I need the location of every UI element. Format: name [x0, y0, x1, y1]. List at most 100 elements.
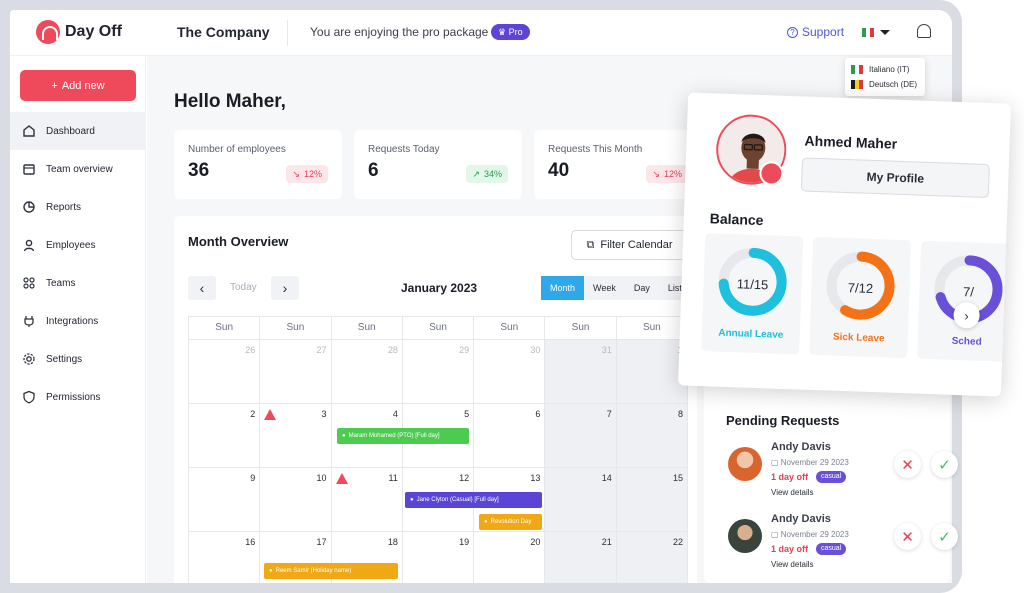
tab-week[interactable]: Week [593, 283, 616, 293]
day-cell[interactable]: 29 [402, 340, 475, 404]
day-cell[interactable]: 19 [403, 532, 475, 583]
trend-badge: ↘ 12% [286, 165, 328, 183]
day-cell[interactable]: 9 [189, 468, 261, 532]
reject-button[interactable]: ✕ [894, 451, 921, 478]
day-cell[interactable]: 27 [260, 340, 332, 404]
add-new-button[interactable]: + Add new [20, 70, 136, 101]
day-cell[interactable]: 8 [616, 404, 688, 468]
bell-icon[interactable] [917, 24, 931, 38]
reject-button[interactable]: ✕ [894, 523, 921, 550]
close-icon: ✕ [901, 456, 914, 474]
sidebar-item-settings[interactable]: Settings [10, 340, 146, 378]
day-cell[interactable]: 5 [402, 404, 475, 468]
tab-month[interactable]: Month [541, 276, 585, 300]
filter-calendar-button[interactable]: ⧉ Filter Calendar [571, 230, 688, 260]
support-link[interactable]: ? Support [787, 25, 844, 39]
day-cell[interactable]: 1 [616, 340, 688, 404]
sidebar-item-label: Settings [46, 353, 83, 365]
page-greeting: Hello Maher, [174, 91, 286, 112]
weekday-label: Sun [189, 317, 261, 339]
trend-value: 12% [663, 169, 682, 179]
support-label: Support [802, 25, 845, 39]
day-cell[interactable]: 14 [545, 468, 617, 532]
day-number: 5 [464, 409, 470, 419]
stat-card-requests-month: Requests This Month 40 ↘ 12% [534, 130, 702, 199]
day-cell[interactable]: 31 [545, 340, 617, 404]
warning-icon [335, 473, 348, 484]
calendar-icon: ▢ [771, 458, 781, 467]
today-button[interactable]: Today [230, 282, 257, 293]
language-label: Deutsch (DE) [869, 80, 918, 89]
day-number: 11 [388, 473, 398, 483]
chevron-down-icon[interactable] [880, 30, 890, 35]
request-date-text: November 29 2023 [780, 458, 849, 467]
balance-label: Annual Leave [718, 327, 784, 341]
day-cell[interactable]: 17 [260, 532, 332, 583]
weekday-label: Sun [332, 317, 403, 339]
day-cell[interactable]: 16 [189, 532, 261, 583]
approve-button[interactable]: ✓ [931, 451, 958, 478]
approve-button[interactable]: ✓ [931, 523, 958, 550]
chevron-right-icon: › [964, 307, 970, 323]
next-month-button[interactable]: › [271, 276, 299, 300]
gear-icon [22, 352, 36, 366]
app-logo[interactable]: Day Off [36, 20, 122, 44]
calendar-event[interactable]: Revolution Day [479, 514, 542, 530]
day-number: 19 [459, 537, 470, 547]
day-cell[interactable]: 21 [545, 532, 617, 583]
day-number: 3 [321, 409, 327, 419]
day-cell[interactable]: 6 [474, 404, 546, 468]
day-cell[interactable]: 2 [189, 404, 261, 468]
sidebar-item-permissions[interactable]: Permissions [10, 378, 146, 416]
view-details-link[interactable]: View details [771, 488, 814, 497]
weekday-label: Sun [260, 317, 332, 339]
my-profile-button[interactable]: My Profile [800, 157, 990, 199]
help-icon: ? [787, 26, 798, 38]
camera-icon[interactable] [759, 160, 784, 186]
sidebar-item-integrations[interactable]: Integrations [10, 302, 146, 340]
day-cell[interactable]: 30 [474, 340, 546, 404]
request-duration: 1 day off [771, 544, 809, 554]
day-number: 2 [250, 409, 256, 419]
day-cell[interactable]: 18 [332, 532, 403, 583]
day-cell[interactable]: 22 [616, 532, 688, 583]
profile-popup: Ahmed Maher My Profile Balance 11/15 Ann… [677, 92, 1012, 397]
calendar-event[interactable]: Jane Clyton (Casual) [Full day] [405, 492, 542, 508]
sidebar-item-team-overview[interactable]: Team overview [10, 150, 146, 188]
view-tabs: Month Week Day List [541, 276, 691, 300]
trend-value: 34% [483, 169, 502, 179]
day-cell[interactable]: 10 [260, 468, 332, 532]
language-option-italian[interactable]: Italiano (IT) [845, 62, 925, 77]
day-cell[interactable]: 3 [260, 404, 332, 468]
tab-day[interactable]: Day [633, 283, 650, 293]
day-cell[interactable]: 26 [189, 340, 261, 404]
request-date: ▢ November 29 2023 [771, 530, 849, 539]
day-cell[interactable]: 20 [474, 532, 546, 583]
day-cell[interactable]: 11 [331, 468, 403, 532]
sidebar-item-reports[interactable]: Reports [10, 188, 146, 226]
pending-requests-card: Pending Requests Andy Davis ▢ November 2… [704, 384, 958, 583]
leave-type-badge: casual [816, 471, 847, 483]
trend-badge: ↗ 34% [466, 165, 508, 183]
sidebar-item-employees[interactable]: Employees [10, 226, 146, 264]
day-cell[interactable]: 13 [474, 468, 546, 532]
tab-list[interactable]: List [667, 283, 682, 293]
view-details-link[interactable]: View details [771, 560, 814, 569]
sidebar-item-dashboard[interactable]: Dashboard [10, 112, 146, 150]
logo-icon [36, 20, 60, 44]
calendar-event[interactable]: Reem Samir (Holiday name) [264, 563, 398, 579]
language-option-german[interactable]: Deutsch (DE) [845, 77, 925, 92]
sidebar-item-teams[interactable]: Teams [10, 264, 146, 302]
day-number: 6 [535, 409, 541, 419]
prev-month-button[interactable]: ‹ [188, 276, 216, 300]
stat-card-requests-today: Requests Today 6 ↗ 34% [354, 130, 522, 199]
day-number: 20 [530, 537, 541, 547]
filter-calendar-label: Filter Calendar [600, 239, 673, 251]
day-cell[interactable]: 7 [545, 404, 617, 468]
calendar-days: 26 27 28 29 30 31 1 2 3 4 5 6 7 [188, 340, 688, 583]
balance-label: Sick Leave [832, 331, 885, 345]
day-cell[interactable]: 28 [331, 340, 403, 404]
calendar-event[interactable]: Maram Mohamed (PTO) [Full day] [337, 428, 469, 444]
italy-flag-icon[interactable] [862, 28, 874, 37]
day-cell[interactable]: 15 [616, 468, 688, 532]
